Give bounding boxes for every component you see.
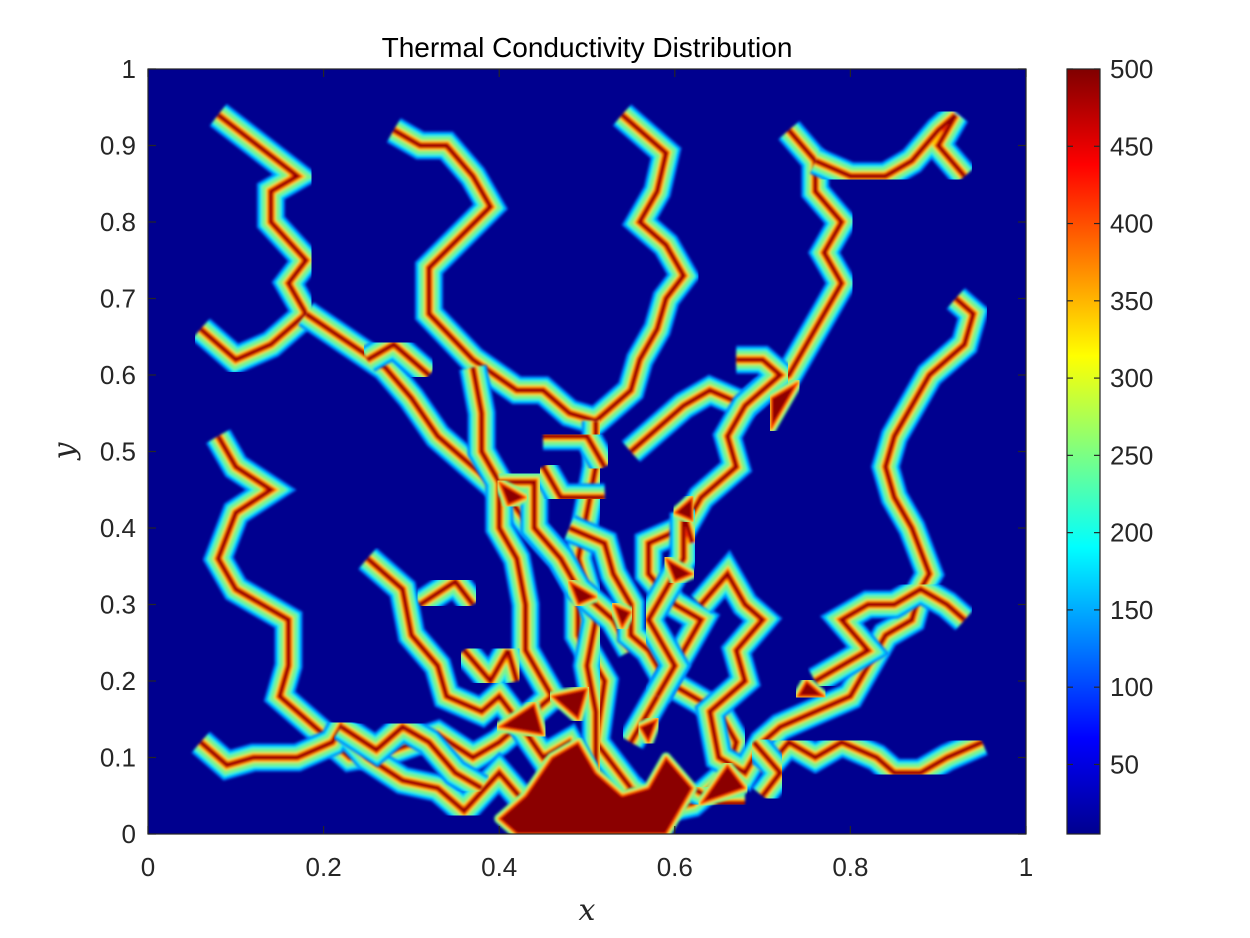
hot-region-2 [494, 699, 549, 740]
hot-region-3 [546, 683, 592, 725]
y-tick-label: 1 [122, 54, 136, 84]
y-tick-label: 0.5 [100, 437, 136, 467]
x-tick-label: 0.4 [481, 852, 517, 882]
x-tick-label: 1 [1019, 852, 1033, 882]
hot-region-5 [766, 377, 803, 434]
y-tick-label: 0.2 [100, 666, 136, 696]
colorbar-tick-label: 300 [1110, 363, 1153, 393]
y-tick-label: 0.6 [100, 360, 136, 390]
channel-14 [621, 121, 859, 463]
channel-4 [386, 104, 701, 437]
channel-3 [360, 327, 439, 386]
y-tick-label: 0.4 [100, 513, 136, 543]
channel-8 [333, 709, 489, 801]
hot-region-4 [696, 760, 750, 809]
chart-title: Thermal Conductivity Distribution [382, 32, 793, 63]
channel-10 [412, 562, 485, 617]
channel-11 [499, 468, 644, 658]
hot-region-10 [608, 599, 636, 633]
channel-15 [809, 104, 976, 191]
colorbar-tick-label: 350 [1110, 286, 1153, 316]
y-tick-label: 0.7 [100, 284, 136, 314]
y-tick-label: 0.8 [100, 207, 136, 237]
y-tick-label: 0.3 [100, 590, 136, 620]
colorbar-tick-label: 450 [1110, 131, 1153, 161]
channel-21 [743, 733, 799, 805]
y-axis-label: y [47, 441, 82, 461]
channel-1 [191, 103, 325, 377]
colorbar-tick-label: 500 [1110, 54, 1153, 84]
channel-24 [543, 422, 617, 474]
colorbar-tick-label: 200 [1110, 518, 1153, 548]
x-tick-label: 0 [141, 852, 155, 882]
colorbar [1067, 69, 1100, 834]
channel-19 [751, 724, 988, 787]
channel-12 [453, 641, 531, 706]
x-axis-label: x [579, 893, 596, 928]
x-tick-label: 0.2 [306, 852, 342, 882]
colorbar-axis: 50 100 150 200 250 300 350 400 450 500 [1067, 54, 1153, 779]
hot-region-9 [564, 576, 601, 610]
colorbar-tick-label: 250 [1110, 440, 1153, 470]
heat-layer [191, 103, 990, 834]
x-axis: 0 0.2 0.4 0.6 0.8 1 [141, 69, 1033, 882]
y-tick-label: 0.1 [100, 743, 136, 773]
hot-region-7 [669, 492, 698, 526]
colorbar-tick-label: 150 [1110, 595, 1153, 625]
x-tick-label: 0.8 [832, 852, 868, 882]
channel-20 [808, 573, 974, 694]
hot-region-12 [634, 714, 663, 748]
colorbar-tick-label: 50 [1110, 749, 1139, 779]
hot-region-11 [792, 676, 830, 702]
y-tick-label: 0 [122, 819, 136, 849]
y-tick-label: 0.9 [100, 131, 136, 161]
hot-region-8 [661, 553, 698, 587]
x-tick-label: 0.6 [657, 852, 693, 882]
y-axis: 0 0.1 0.2 0.3 0.4 0.5 0.6 0.7 0.8 0.9 1 [100, 54, 1026, 849]
colorbar-tick-label: 400 [1110, 209, 1153, 239]
colorbar-tick-label: 100 [1110, 672, 1153, 702]
colorbar-frame [1066, 68, 1101, 835]
channel-23 [530, 459, 605, 512]
channel-22 [685, 775, 745, 818]
hot-region-6 [494, 477, 531, 511]
hot-region-1 [494, 737, 698, 834]
